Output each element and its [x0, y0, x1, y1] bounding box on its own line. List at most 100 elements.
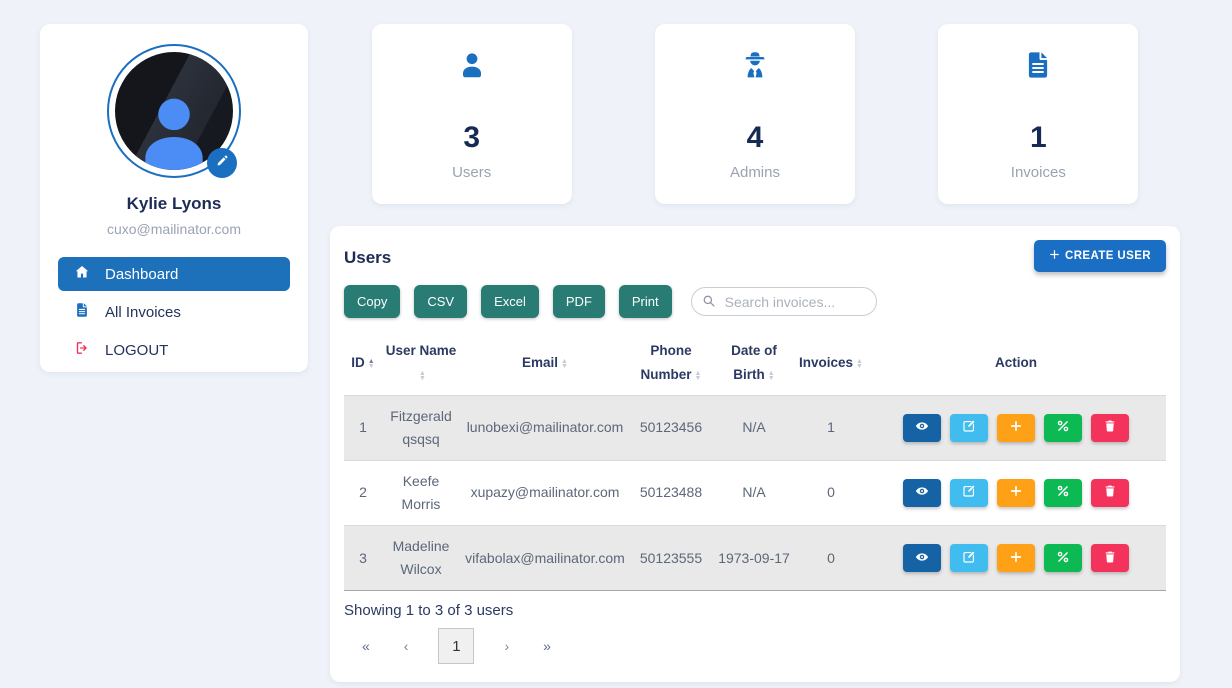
profile-email: cuxo@mailinator.com: [106, 221, 242, 237]
pagination-prev[interactable]: ‹: [400, 634, 413, 658]
discount-button[interactable]: [1044, 544, 1082, 573]
column-header-user-name[interactable]: User Name: [382, 332, 460, 395]
discount-button[interactable]: [1044, 478, 1082, 507]
percent-icon: [1056, 484, 1070, 501]
add-invoice-button[interactable]: [997, 544, 1035, 573]
users-table: ID User Name Email Phone Number Date of …: [344, 332, 1166, 592]
sidebar-item-dashboard[interactable]: Dashboard: [58, 257, 290, 291]
sidebar-item-all-invoices[interactable]: All Invoices: [58, 295, 290, 329]
sort-icon: [856, 359, 863, 369]
eye-icon: [915, 484, 929, 501]
create-user-button[interactable]: CREATE USER: [1034, 240, 1166, 272]
cell-dob: 1973-09-17: [712, 524, 796, 592]
view-user-button[interactable]: [903, 478, 941, 507]
sidebar-item-logout[interactable]: LOGOUT: [58, 333, 290, 367]
sidebar-item-label: All Invoices: [105, 303, 181, 321]
stat-card-users: 3 Users: [371, 24, 572, 204]
add-invoice-button[interactable]: [997, 413, 1035, 442]
trash-icon: [1103, 419, 1117, 436]
cell-user-name: Madeline Wilcox: [382, 524, 460, 592]
export-copy-button[interactable]: Copy: [344, 285, 401, 318]
edit-avatar-button[interactable]: [207, 148, 237, 178]
edit-user-button[interactable]: [950, 478, 988, 507]
export-print-button[interactable]: Print: [618, 285, 672, 318]
percent-icon: [1056, 550, 1070, 567]
column-header-id[interactable]: ID: [344, 332, 382, 395]
edit-icon: [962, 419, 976, 436]
export-pdf-button[interactable]: PDF: [552, 285, 605, 318]
add-invoice-button[interactable]: [997, 478, 1035, 507]
cell-phone: 50123456: [630, 394, 712, 461]
pagination-page-1[interactable]: 1: [438, 628, 475, 665]
cell-phone: 50123488: [630, 459, 712, 526]
column-header-email[interactable]: Email: [460, 332, 630, 395]
stat-label-users: Users: [452, 164, 492, 181]
edit-user-button[interactable]: [950, 544, 988, 573]
cell-id: 2: [344, 459, 382, 526]
plus-icon: [1009, 419, 1023, 436]
pagination-first[interactable]: «: [358, 634, 374, 658]
table-row: 1 Fitzgerald qsqsq lunobexi@mailinator.c…: [344, 394, 1166, 461]
cell-dob: N/A: [712, 459, 796, 526]
export-csv-button[interactable]: CSV: [414, 285, 468, 318]
stat-label-admins: Admins: [729, 164, 780, 181]
trash-icon: [1103, 484, 1117, 501]
delete-user-button[interactable]: [1091, 544, 1129, 573]
column-header-invoices[interactable]: Invoices: [796, 332, 866, 395]
stat-value-users: 3: [463, 121, 480, 154]
export-excel-button[interactable]: Excel: [481, 285, 539, 318]
column-header-action: Action: [995, 355, 1037, 371]
person-icon: [131, 85, 217, 170]
percent-icon: [1056, 419, 1070, 436]
home-icon: [74, 264, 90, 284]
discount-button[interactable]: [1044, 413, 1082, 442]
avatar: [107, 44, 241, 178]
cell-email: lunobexi@mailinator.com: [460, 394, 630, 461]
pagination-next[interactable]: ›: [500, 634, 513, 658]
column-header-phone[interactable]: Phone Number: [630, 332, 712, 395]
sort-icon: [368, 359, 375, 369]
cell-invoices: 0: [796, 459, 866, 526]
stat-card-admins: 4 Admins: [654, 24, 855, 204]
cell-invoices: 0: [796, 524, 866, 592]
view-user-button[interactable]: [903, 544, 941, 573]
invoice-icon: [74, 302, 90, 322]
sort-icon: [768, 371, 775, 381]
edit-user-button[interactable]: [950, 413, 988, 442]
delete-user-button[interactable]: [1091, 478, 1129, 507]
cell-id: 1: [344, 394, 382, 461]
sort-icon: [695, 371, 702, 381]
edit-icon: [962, 550, 976, 567]
cell-id: 3: [344, 524, 382, 592]
delete-user-button[interactable]: [1091, 413, 1129, 442]
table-info-text: Showing 1 to 3 of 3 users: [344, 602, 514, 620]
search-input[interactable]: [690, 287, 877, 316]
trash-icon: [1103, 550, 1117, 567]
cell-email: vifabolax@mailinator.com: [460, 524, 630, 592]
cell-phone: 50123555: [630, 524, 712, 592]
sort-icon: [561, 359, 568, 369]
table-row: 2 Keefe Morris xupazy@mailinator.com 501…: [344, 459, 1166, 526]
sidebar-profile-card: Kylie Lyons cuxo@mailinator.com Dashboar…: [40, 24, 308, 372]
cell-email: xupazy@mailinator.com: [460, 459, 630, 526]
stat-label-invoices: Invoices: [1010, 164, 1066, 181]
view-user-button[interactable]: [903, 413, 941, 442]
panel-title: Users: [344, 248, 392, 267]
sidebar-item-label: Dashboard: [105, 265, 179, 283]
cell-user-name: Fitzgerald qsqsq: [382, 394, 460, 461]
users-panel: Users CREATE USER Copy CSV Excel PDF Pri…: [330, 226, 1180, 683]
pencil-icon: [216, 154, 229, 172]
invoice-icon: [1023, 52, 1053, 84]
plus-icon: [1049, 249, 1060, 263]
create-user-label: CREATE USER: [1065, 250, 1151, 262]
plus-icon: [1009, 484, 1023, 501]
pagination-last[interactable]: »: [539, 634, 555, 658]
edit-icon: [962, 484, 976, 501]
profile-name: Kylie Lyons: [126, 194, 222, 213]
eye-icon: [915, 550, 929, 567]
cell-invoices: 1: [796, 394, 866, 461]
cell-dob: N/A: [712, 394, 796, 461]
column-header-dob[interactable]: Date of Birth: [712, 332, 796, 395]
admin-icon: [740, 52, 770, 84]
plus-icon: [1009, 550, 1023, 567]
